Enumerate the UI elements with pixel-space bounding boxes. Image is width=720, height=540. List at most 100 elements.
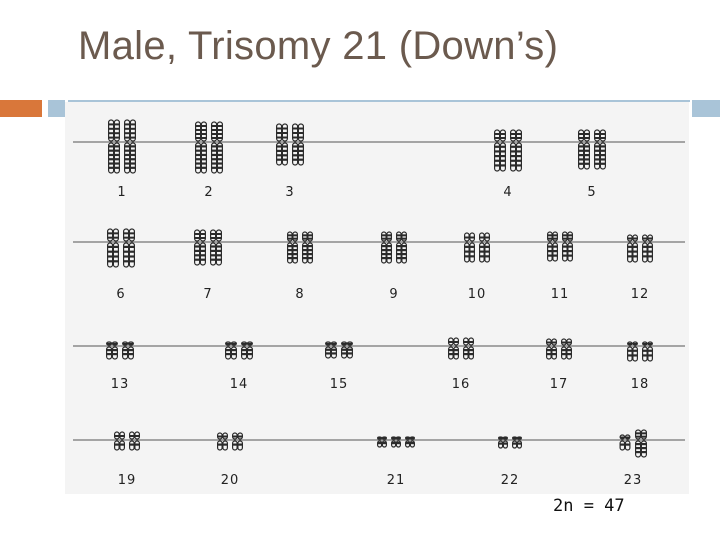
chromosome <box>107 119 121 174</box>
chromosome-group-22 <box>498 436 522 449</box>
chromosome-group-18 <box>626 341 654 362</box>
chromosome <box>210 229 222 266</box>
chromosome <box>105 341 119 360</box>
chromosome <box>577 129 591 170</box>
chromosome <box>448 337 459 360</box>
chromosome <box>106 228 120 268</box>
chromosome-group-2 <box>195 121 223 174</box>
chromosome <box>641 341 654 362</box>
chromosome <box>641 234 654 263</box>
chromosome <box>113 431 126 451</box>
chromosome-group-20 <box>217 432 243 451</box>
chromosome-group-10 <box>464 232 490 263</box>
chromosome <box>302 231 313 264</box>
chromosome <box>391 436 401 448</box>
chromosome <box>217 432 228 451</box>
chromosome-number-label: 14 <box>230 377 249 392</box>
chromosome <box>479 232 490 263</box>
chromosome-group-3 <box>276 123 304 166</box>
chromosome-number-label: 23 <box>624 473 643 488</box>
chromosome-group-4 <box>494 129 522 172</box>
chromosome-number-label: 5 <box>587 185 596 200</box>
chromosome-number-label: 9 <box>389 287 398 302</box>
chromosome <box>512 436 522 449</box>
chromosome <box>292 123 304 166</box>
chromosome <box>232 432 243 451</box>
chromosome <box>626 341 639 362</box>
chromosome <box>325 341 337 359</box>
chromosome <box>195 121 207 174</box>
chromosome-group-1 <box>107 119 137 174</box>
chromosome <box>634 429 648 458</box>
chromosome-number-label: 15 <box>330 377 349 392</box>
chromosome-number-label: 11 <box>551 287 570 302</box>
chromosome <box>225 341 237 360</box>
chromosome-group-7 <box>194 229 222 266</box>
chromosome-group-21 <box>377 436 415 448</box>
chromosome-group-23 <box>619 429 648 458</box>
chromosome <box>241 341 253 360</box>
chromosome <box>396 231 407 264</box>
chromosome <box>464 232 475 263</box>
accent-bar-orange <box>0 100 42 117</box>
chromosome-number-label: 10 <box>468 287 487 302</box>
chromosome <box>341 341 353 359</box>
chromosome-group-19 <box>113 431 141 451</box>
chromosome <box>546 338 557 360</box>
title-divider <box>68 100 690 102</box>
chromosome-group-5 <box>577 129 607 170</box>
chromosome-number-label: 19 <box>118 473 137 488</box>
chromosome-group-6 <box>106 228 136 268</box>
chromosome-number-label: 12 <box>631 287 650 302</box>
chromosome-group-15 <box>325 341 353 359</box>
chromosome-group-11 <box>547 231 573 262</box>
chromosome-count: 2n = 47 <box>553 496 625 516</box>
chromosome <box>626 234 639 263</box>
chromosome-number-label: 13 <box>111 377 130 392</box>
chromosome-number-label: 20 <box>221 473 240 488</box>
chromosome <box>494 129 506 172</box>
chromosome <box>287 231 298 264</box>
chromosome <box>194 229 206 266</box>
chromosome <box>547 231 558 262</box>
chromosome-group-9 <box>381 231 407 264</box>
chromosome <box>276 123 288 166</box>
accent-bar-blue <box>692 100 720 117</box>
chromosome <box>377 436 387 448</box>
chromosome <box>593 129 607 170</box>
slide-title: Male, Trisomy 21 (Down’s) <box>78 24 559 68</box>
chromosome <box>561 338 572 360</box>
chromosome-y <box>619 434 631 451</box>
chromosome-group-14 <box>225 341 253 360</box>
chromosome-group-16 <box>448 337 474 360</box>
chromosome-number-label: 4 <box>503 185 512 200</box>
chromosome <box>405 436 415 448</box>
chromosome-number-label: 17 <box>550 377 569 392</box>
chromosome <box>211 121 223 174</box>
chromosome-number-label: 22 <box>501 473 520 488</box>
chromosome-number-label: 1 <box>117 185 126 200</box>
chromosome-group-13 <box>105 341 135 360</box>
chromosome <box>381 231 392 264</box>
chromosome-group-17 <box>546 338 572 360</box>
chromosome <box>123 119 137 174</box>
chromosome-number-label: 7 <box>203 287 212 302</box>
chromosome <box>562 231 573 262</box>
chromosome <box>510 129 522 172</box>
chromosome-group-12 <box>626 234 654 263</box>
chromosome-number-label: 8 <box>295 287 304 302</box>
accent-square-blue <box>48 100 65 117</box>
chromosome <box>128 431 141 451</box>
chromosome-number-label: 2 <box>204 185 213 200</box>
chromosome <box>498 436 508 449</box>
chromosome <box>122 228 136 268</box>
chromosome-number-label: 16 <box>452 377 471 392</box>
chromosome <box>121 341 135 360</box>
chromosome <box>463 337 474 360</box>
chromosome-number-label: 18 <box>631 377 650 392</box>
karyotype-image: 1 2 3 4 5 6 7 8 9 10 11 12 13 14 15 16 17 18 19 20 21 22 23 <box>65 102 689 494</box>
chromosome-group-8 <box>287 231 313 264</box>
chromosome-number-label: 21 <box>387 473 406 488</box>
chromosome-number-label: 3 <box>285 185 294 200</box>
